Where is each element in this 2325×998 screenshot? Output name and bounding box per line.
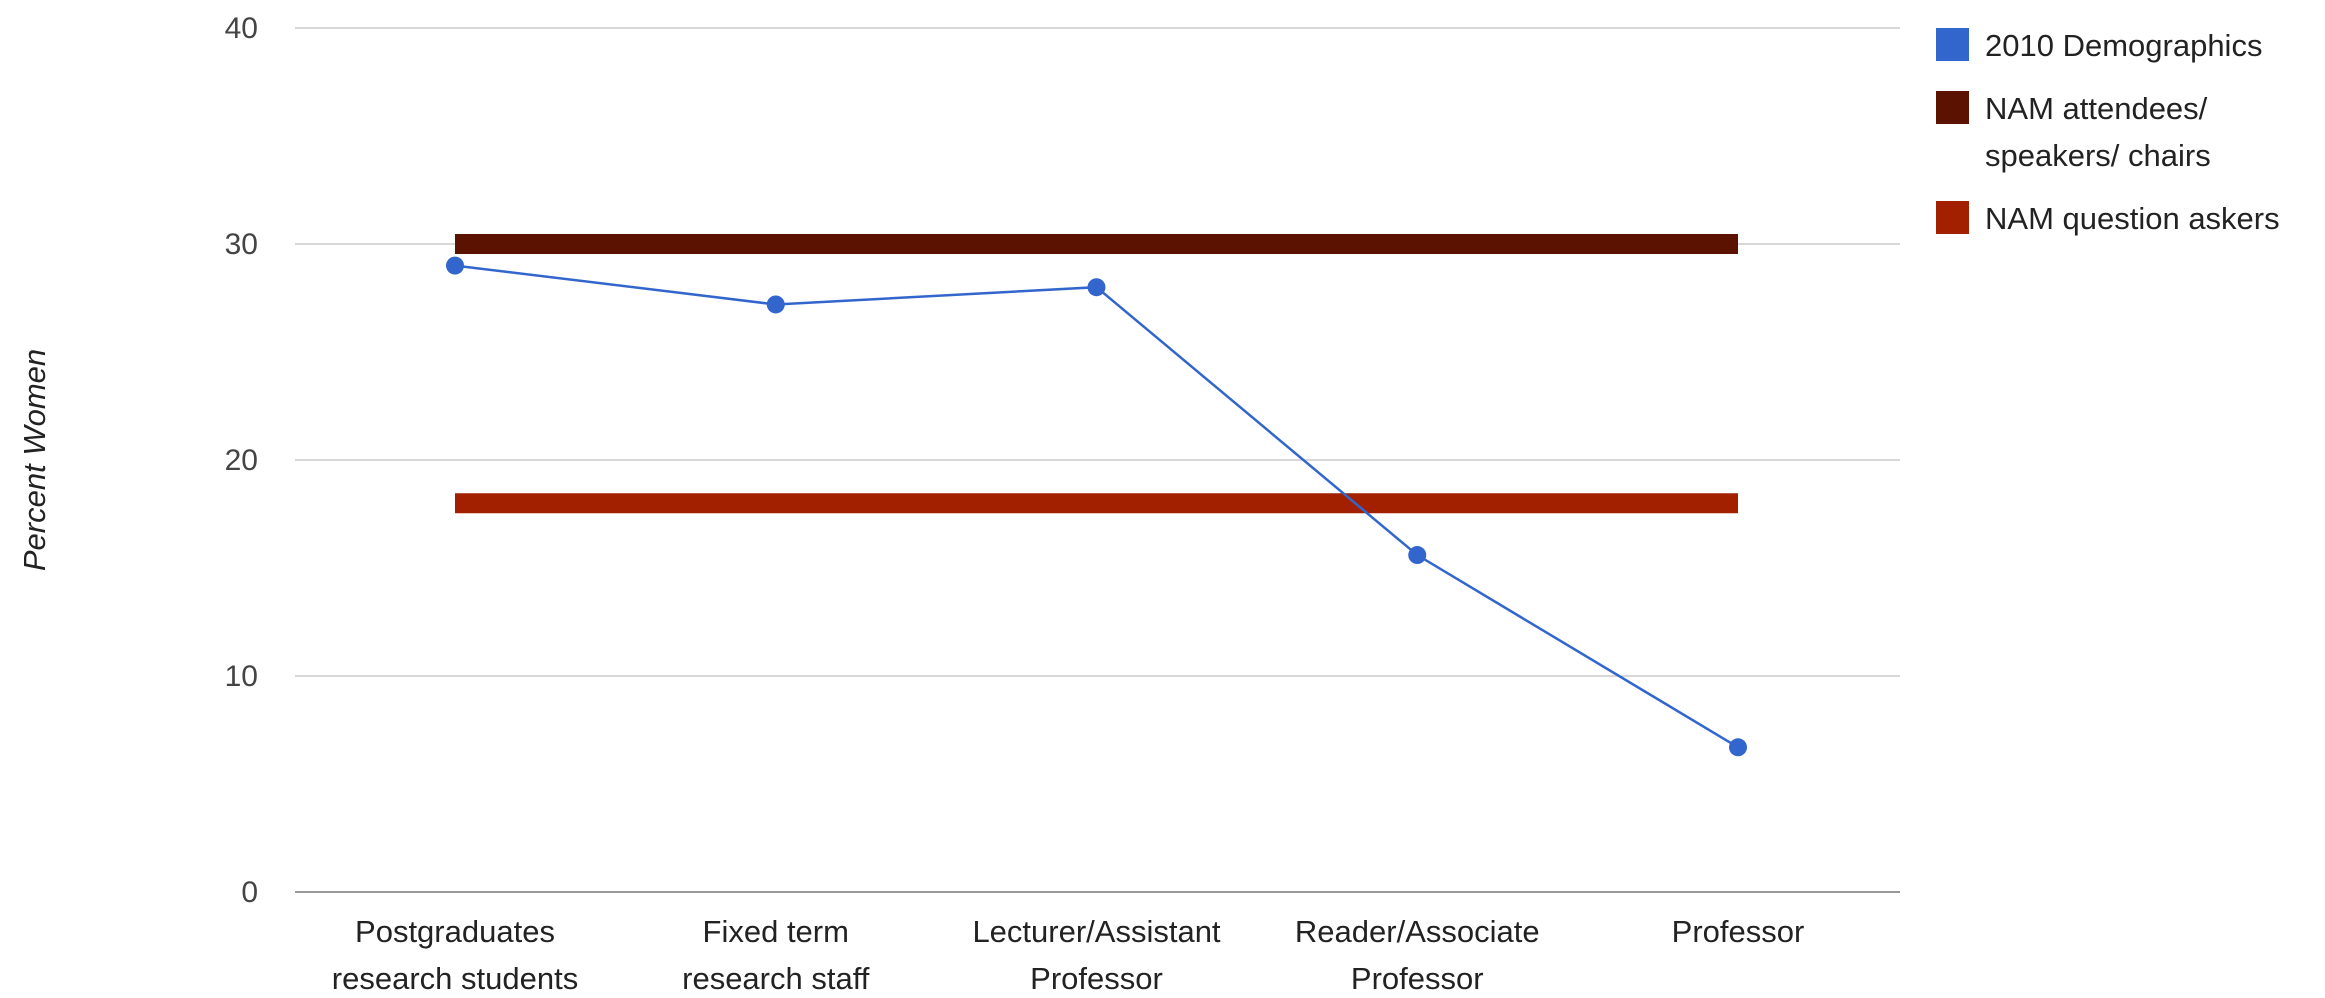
data-point-2010-demographics-2 [1087, 278, 1106, 297]
y-tick-label-30: 30 [225, 228, 258, 261]
data-point-2010-demographics-0 [446, 256, 464, 275]
legend: 2010 Demographics NAM attendees/speakers/… [1936, 28, 2280, 236]
x-tick-label-2: Lecturer/Assistant Professor [972, 914, 1220, 996]
x-tick-label-4: Professor [1672, 914, 1805, 949]
x-tick-label-0: Postgraduates research students [332, 914, 578, 996]
y-axis-ticks: 0 10 20 30 40 [225, 12, 258, 909]
gridlines [295, 27, 1900, 893]
x-tick-label-3: Reader/Associate Professor [1295, 914, 1540, 996]
data-point-2010-demographics-3 [1408, 546, 1427, 565]
legend-swatch-nam-attendees-speakers-chairs [1936, 91, 1969, 124]
y-tick-label-40: 40 [225, 12, 258, 45]
legend-swatch-2010-demographics [1936, 28, 1969, 61]
series-group [446, 234, 1747, 757]
legend-label-nam-attendees-speakers-chairs: NAM attendees/speakers/ chairs [1985, 91, 2211, 173]
x-axis-labels: Postgraduates research students Fixed term… [332, 914, 1805, 996]
data-point-2010-demographics-4 [1729, 738, 1747, 757]
y-axis-title: Percent Women [17, 349, 52, 571]
y-tick-label-0: 0 [241, 876, 258, 909]
x-tick-label-1: Fixed term research staff [682, 914, 870, 996]
legend-swatch-nam-question-askers [1936, 201, 1969, 234]
legend-label-nam-question-askers: NAM question askers [1985, 201, 2280, 236]
y-tick-label-10: 10 [225, 660, 258, 693]
data-point-2010-demographics-1 [766, 295, 785, 314]
legend-label-2010-demographics: 2010 Demographics [1985, 28, 2262, 63]
y-tick-label-20: 20 [225, 444, 258, 477]
